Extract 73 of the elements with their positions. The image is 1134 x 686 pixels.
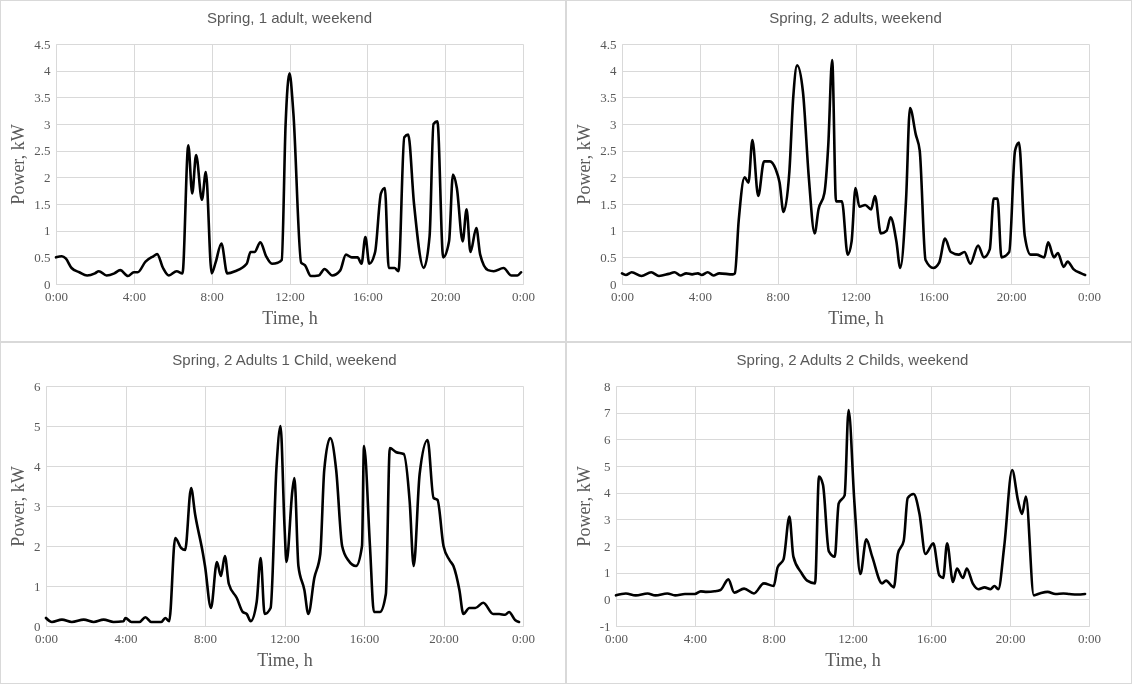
y-tick-label: 3 [34,498,41,514]
y-tick-label: 6 [604,431,611,447]
x-tick-label: 4:00 [688,288,712,304]
y-tick-label: 3 [604,511,611,527]
x-axis-title: Time, h [257,649,313,670]
x-tick-label: 20:00 [430,288,461,304]
chart-title: Spring, 2 Adults 2 Childs, weekend [736,351,969,368]
y-tick-label: 5 [604,458,611,474]
line-series [44,424,521,624]
y-tick-label: 4 [604,485,611,501]
line-series [614,408,1087,597]
x-axis-title: Time, h [828,307,884,328]
x-tick-label: 8:00 [762,630,786,646]
y-tick-label: 1.5 [600,196,617,212]
y-tick-label: 4.5 [600,36,617,52]
y-tick-label: 5 [34,418,41,434]
x-tick-label: 4:00 [683,630,707,646]
x-tick-label: 4:00 [114,630,138,646]
y-tick-label: 4.5 [34,36,51,52]
y-tick-label: 4 [44,63,51,79]
y-tick-label: 4 [34,458,41,474]
chart-title: Spring, 1 adult, weekend [206,9,373,26]
x-tick-label: 12:00 [275,288,305,304]
y-tick-label: 1 [44,223,51,239]
line-series [620,58,1087,278]
x-tick-label: 16:00 [919,288,949,304]
y-tick-label: 1 [604,565,611,581]
x-tick-label: 8:00 [200,288,224,304]
y-tick-label: 2.5 [34,143,51,159]
x-tick-label: 12:00 [841,288,871,304]
x-axis-title: Time, h [262,307,318,328]
x-tick-label: 12:00 [838,630,868,646]
y-tick-label: 3.5 [600,89,617,105]
x-tick-label: 0:00 [511,288,536,304]
x-tick-label: 0:00 [1077,630,1102,646]
y-tick-label: 2 [604,538,611,554]
x-tick-label: 16:00 [349,630,380,646]
y-tick-label: 0.5 [600,249,617,265]
x-axis-title: Time, h [825,649,881,670]
chart-title: Spring, 2 adults, weekend [769,9,942,26]
y-axis-title: Power, kW [8,466,28,547]
y-tick-label: 2 [44,169,51,185]
y-tick-label: 2.5 [600,143,617,159]
y-axis-title: Power, kW [574,124,595,205]
y-tick-label: 4 [610,63,617,79]
x-tick-label: 20:00 [996,288,1027,304]
y-tick-label: 0.5 [34,249,51,265]
y-tick-label: 2 [610,169,617,185]
chart-title: Spring, 2 Adults 1 Child, weekend [172,351,397,368]
y-axis-title: Power, kW [573,466,594,547]
x-tick-label: 8:00 [766,288,790,304]
x-tick-label: 0:00 [511,630,536,646]
x-tick-label: 16:00 [353,288,383,304]
x-tick-label: 4:00 [122,288,146,304]
x-tick-label: 0:00 [1077,288,1102,304]
y-tick-label: 1 [34,578,41,594]
x-tick-label: 20:00 [995,630,1026,646]
y-tick-label: 3 [610,116,617,132]
x-tick-label: 12:00 [270,630,300,646]
y-tick-label: 1.5 [34,196,51,212]
y-tick-label: 8 [604,378,611,394]
y-tick-label: 2 [34,538,41,554]
y-tick-label: 3.5 [34,89,51,105]
y-tick-label: 0 [604,591,611,607]
y-tick-label: 7 [604,405,611,421]
y-tick-label: 6 [34,378,41,394]
x-tick-label: 16:00 [917,630,947,646]
y-tick-label: 1 [610,223,617,239]
x-tick-label: 8:00 [193,630,218,646]
y-tick-label: 3 [44,116,51,132]
line-series [54,72,523,278]
x-tick-label: 20:00 [429,630,459,646]
y-axis-title: Power, kW [8,124,29,205]
